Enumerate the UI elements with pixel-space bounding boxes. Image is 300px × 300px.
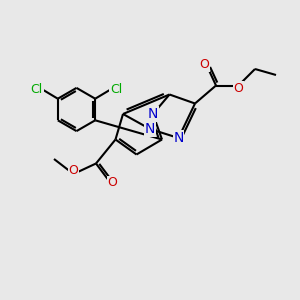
Text: O: O [108,176,117,190]
Text: O: O [199,58,209,71]
Text: N: N [173,131,184,145]
Text: Cl: Cl [110,83,122,96]
Text: Cl: Cl [31,83,43,96]
Text: O: O [69,164,78,178]
Text: N: N [145,122,155,136]
Text: O: O [234,82,243,95]
Text: N: N [148,107,158,121]
